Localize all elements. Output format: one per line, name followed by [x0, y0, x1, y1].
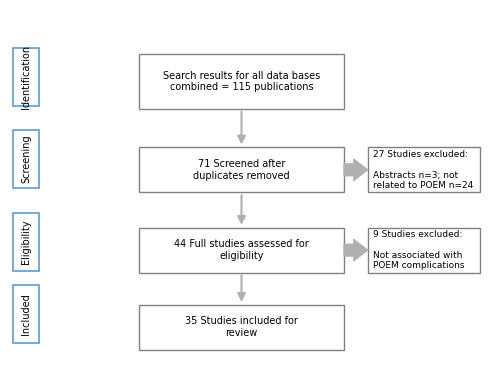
Text: Identification: Identification — [21, 45, 31, 109]
Text: Included: Included — [21, 294, 31, 335]
Text: 9 Studies excluded:

Not associated with
POEM complications: 9 Studies excluded: Not associated with … — [373, 230, 464, 270]
FancyBboxPatch shape — [12, 213, 40, 271]
Text: Eligibility: Eligibility — [21, 220, 31, 264]
FancyBboxPatch shape — [139, 228, 344, 273]
FancyBboxPatch shape — [12, 285, 40, 343]
Text: Screening: Screening — [21, 134, 31, 183]
Text: 71 Screened after
duplicates removed: 71 Screened after duplicates removed — [193, 159, 290, 181]
Polygon shape — [344, 159, 368, 181]
Text: 44 Full studies assessed for
eligibility: 44 Full studies assessed for eligibility — [174, 239, 309, 261]
Text: 27 Studies excluded:

Abstracts n=3; not
related to POEM n=24: 27 Studies excluded: Abstracts n=3; not … — [373, 150, 474, 190]
FancyBboxPatch shape — [12, 48, 40, 106]
Polygon shape — [344, 239, 368, 261]
FancyBboxPatch shape — [368, 228, 480, 273]
FancyBboxPatch shape — [368, 147, 480, 192]
FancyBboxPatch shape — [139, 147, 344, 192]
Text: 35 Studies included for
review: 35 Studies included for review — [185, 316, 298, 338]
FancyBboxPatch shape — [139, 305, 344, 350]
Text: Search results for all data bases
combined = 115 publications: Search results for all data bases combin… — [163, 70, 320, 92]
FancyBboxPatch shape — [12, 130, 40, 188]
FancyBboxPatch shape — [139, 54, 344, 109]
